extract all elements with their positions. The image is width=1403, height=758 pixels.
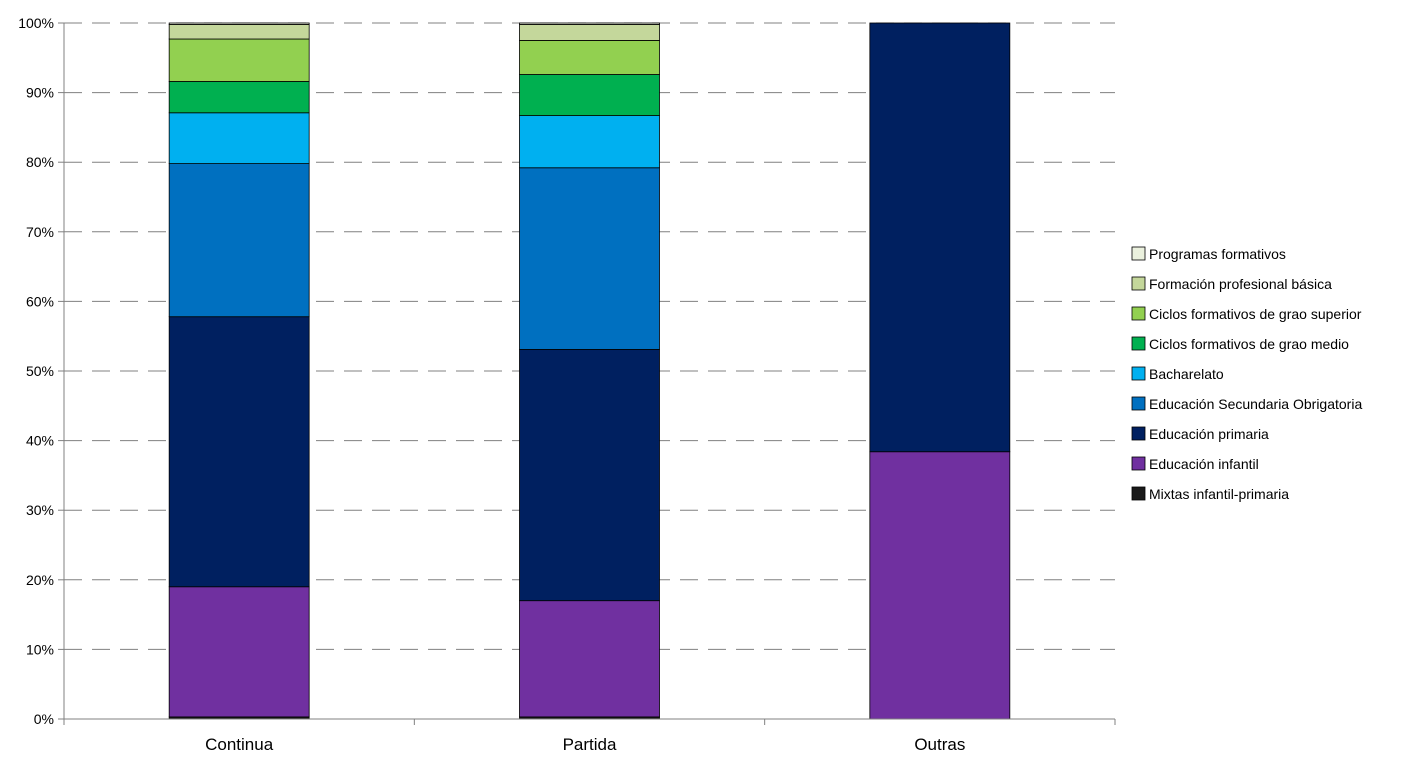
- legend-label: Mixtas infantil-primaria: [1149, 486, 1289, 502]
- y-tick-label: 100%: [18, 15, 54, 31]
- legend-label: Programas formativos: [1149, 246, 1286, 262]
- y-tick-label: 40%: [26, 433, 54, 449]
- bar-segment: [168, 586, 310, 718]
- y-tick-label: 60%: [26, 293, 54, 309]
- legend-label: Formación profesional básica: [1149, 276, 1332, 292]
- bar-segment: [168, 81, 310, 114]
- legend-swatch: [1131, 426, 1146, 441]
- legend-swatch: [1131, 246, 1146, 261]
- bar-segment: [168, 163, 310, 318]
- bar-segment: [519, 22, 660, 25]
- legend-swatch: [1131, 486, 1146, 501]
- legend-label: Ciclos formativos de grao superior: [1149, 306, 1362, 322]
- legend-swatch: [1131, 456, 1146, 471]
- legend-swatch: [1131, 336, 1146, 351]
- bar-segment: [168, 112, 310, 164]
- legend-label: Ciclos formativos de grao medio: [1149, 336, 1349, 352]
- bars: [168, 22, 1011, 720]
- y-tick-label: 90%: [26, 85, 54, 101]
- x-category-label: Outras: [914, 735, 965, 754]
- bar-segment: [519, 167, 660, 350]
- legend-swatch: [1131, 276, 1146, 291]
- y-tick-label: 50%: [26, 363, 54, 379]
- x-category-label: Partida: [563, 735, 617, 754]
- bar-segment: [519, 115, 660, 169]
- legend: Programas formativos Formación profesiona…: [1131, 246, 1362, 502]
- axes: 0% 10% 20% 30% 40% 50% 60% 70% 80% 90% 100% Continu…: [18, 15, 1116, 754]
- y-tick-label: 70%: [26, 224, 54, 240]
- bar-segment: [168, 22, 310, 25]
- y-tick-label: 20%: [26, 572, 54, 588]
- bar-segment: [519, 74, 660, 116]
- bar-segment: [869, 22, 1011, 453]
- y-tick-label: 0%: [34, 711, 54, 727]
- y-tick-label: 30%: [26, 502, 54, 518]
- bar-segment: [519, 23, 660, 41]
- bar-segment: [168, 316, 310, 588]
- legend-label: Educación primaria: [1149, 426, 1269, 442]
- legend-swatch: [1131, 396, 1146, 411]
- y-tick-label: 80%: [26, 154, 54, 170]
- legend-label: Educación infantil: [1149, 456, 1259, 472]
- x-category-label: Continua: [205, 735, 274, 754]
- bar-segment: [168, 23, 310, 40]
- legend-swatch: [1131, 306, 1146, 321]
- bar-segment: [168, 38, 310, 82]
- legend-swatch: [1131, 366, 1146, 381]
- legend-label: Educación Secundaria Obrigatoria: [1149, 396, 1362, 412]
- bar-segment: [869, 451, 1011, 720]
- bar-segment: [519, 600, 660, 718]
- y-tick-label: 10%: [26, 641, 54, 657]
- bar-segment: [519, 40, 660, 75]
- bar-segment: [519, 349, 660, 602]
- legend-label: Bacharelato: [1149, 366, 1224, 382]
